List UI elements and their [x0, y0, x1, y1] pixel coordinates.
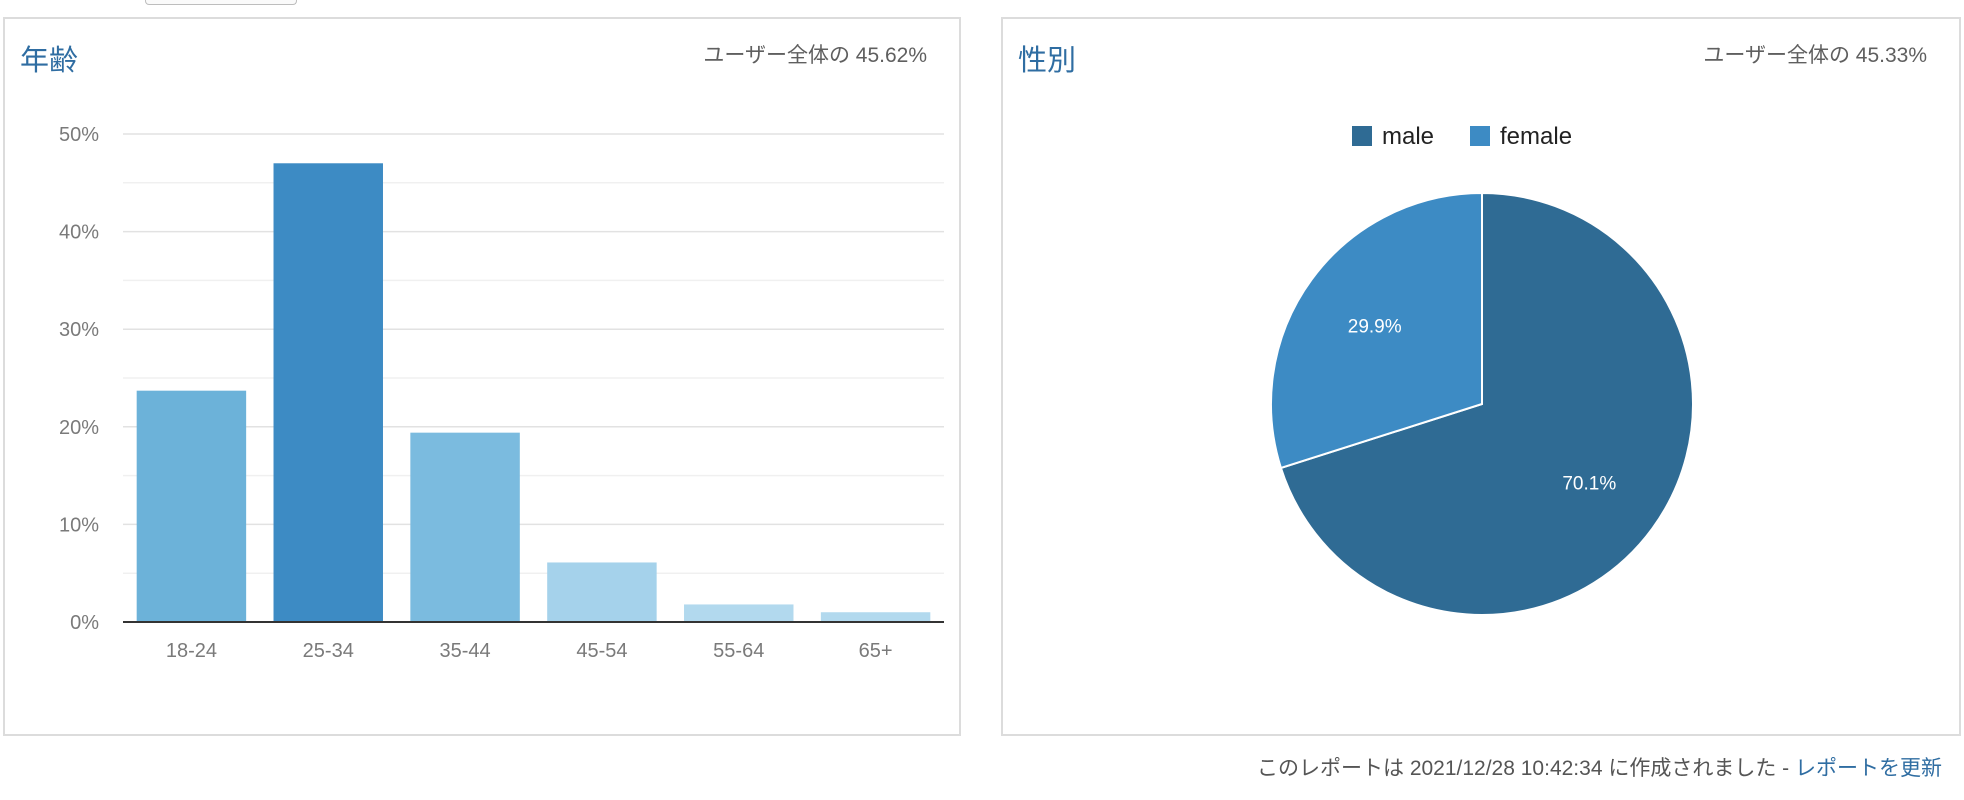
age-bar-chart: 0% 10% 20% 30% 40% 50% 18-24 25-34 35-44 45-54 55… [59, 124, 944, 662]
bar-18-24[interactable] [136, 390, 247, 622]
bar-y-tick-label: 10% [59, 514, 99, 536]
refresh-report-link[interactable]: レポートを更新 [1795, 757, 1942, 780]
bar-y-tick-label: 40% [59, 222, 99, 244]
bar-x-tick-label: 25-34 [303, 640, 354, 662]
bar-55-64[interactable] [684, 604, 794, 622]
pie-slices [1270, 191, 1694, 616]
pie-slice-male[interactable] [1279, 191, 1694, 616]
age-card: 年齢 ユーザー全体の 45.62% 0% 10% 20% 30% 40% 50% 18-2… [3, 17, 961, 736]
pie-legend: male female [1352, 123, 1572, 150]
bar-x-tick-label: 18-24 [166, 640, 217, 662]
pie-labels: 70.1% 29.9% [1348, 317, 1617, 495]
bar-35-44[interactable] [410, 432, 520, 622]
pie-label-female: 29.9% [1348, 317, 1402, 338]
bar-y-axis: 0% 10% 20% 30% 40% 50% [59, 124, 99, 634]
bar-x-tick-label: 35-44 [440, 640, 491, 662]
gender-card-title: 性別 [1018, 45, 1077, 77]
age-card-share: ユーザー全体の 45.62% [703, 44, 927, 67]
gender-card: 性別 ユーザー全体の 45.33% male female 70.1% 29.9% [1001, 17, 1961, 736]
gender-card-share: ユーザー全体の 45.33% [1703, 44, 1927, 67]
bar-x-tick-label: 65+ [859, 640, 893, 662]
bar-y-tick-label: 0% [70, 612, 99, 634]
gender-pie-chart: male female 70.1% 29.9% [1270, 123, 1694, 616]
bar-marks [123, 163, 944, 623]
report-footer: このレポートは 2021/12/28 10:42:34 に作成されました - レ… [1257, 752, 1942, 782]
bar-y-tick-label: 50% [59, 124, 99, 146]
bar-45-54[interactable] [547, 562, 657, 622]
legend-swatch-male [1352, 126, 1372, 146]
age-card-title: 年齢 [20, 45, 79, 77]
bar-65+[interactable] [820, 612, 931, 622]
bar-x-tick-label: 45-54 [576, 640, 627, 662]
pie-slice-female[interactable] [1270, 191, 1483, 470]
bar-y-tick-label: 20% [59, 417, 99, 439]
bar-x-axis: 18-24 25-34 35-44 45-54 55-64 65+ [166, 640, 893, 662]
date-range-button[interactable] [145, 0, 297, 5]
bar-25-34[interactable] [273, 163, 383, 622]
bar-x-tick-label: 55-64 [713, 640, 764, 662]
pie-label-male: 70.1% [1562, 473, 1616, 494]
bar-grid [123, 133, 944, 574]
legend-label-female: female [1500, 123, 1572, 150]
report-timestamp: このレポートは 2021/12/28 10:42:34 に作成されました - [1256, 757, 1795, 780]
legend-swatch-female [1470, 126, 1490, 146]
bar-y-tick-label: 30% [59, 319, 99, 341]
legend-label-male: male [1382, 123, 1434, 150]
